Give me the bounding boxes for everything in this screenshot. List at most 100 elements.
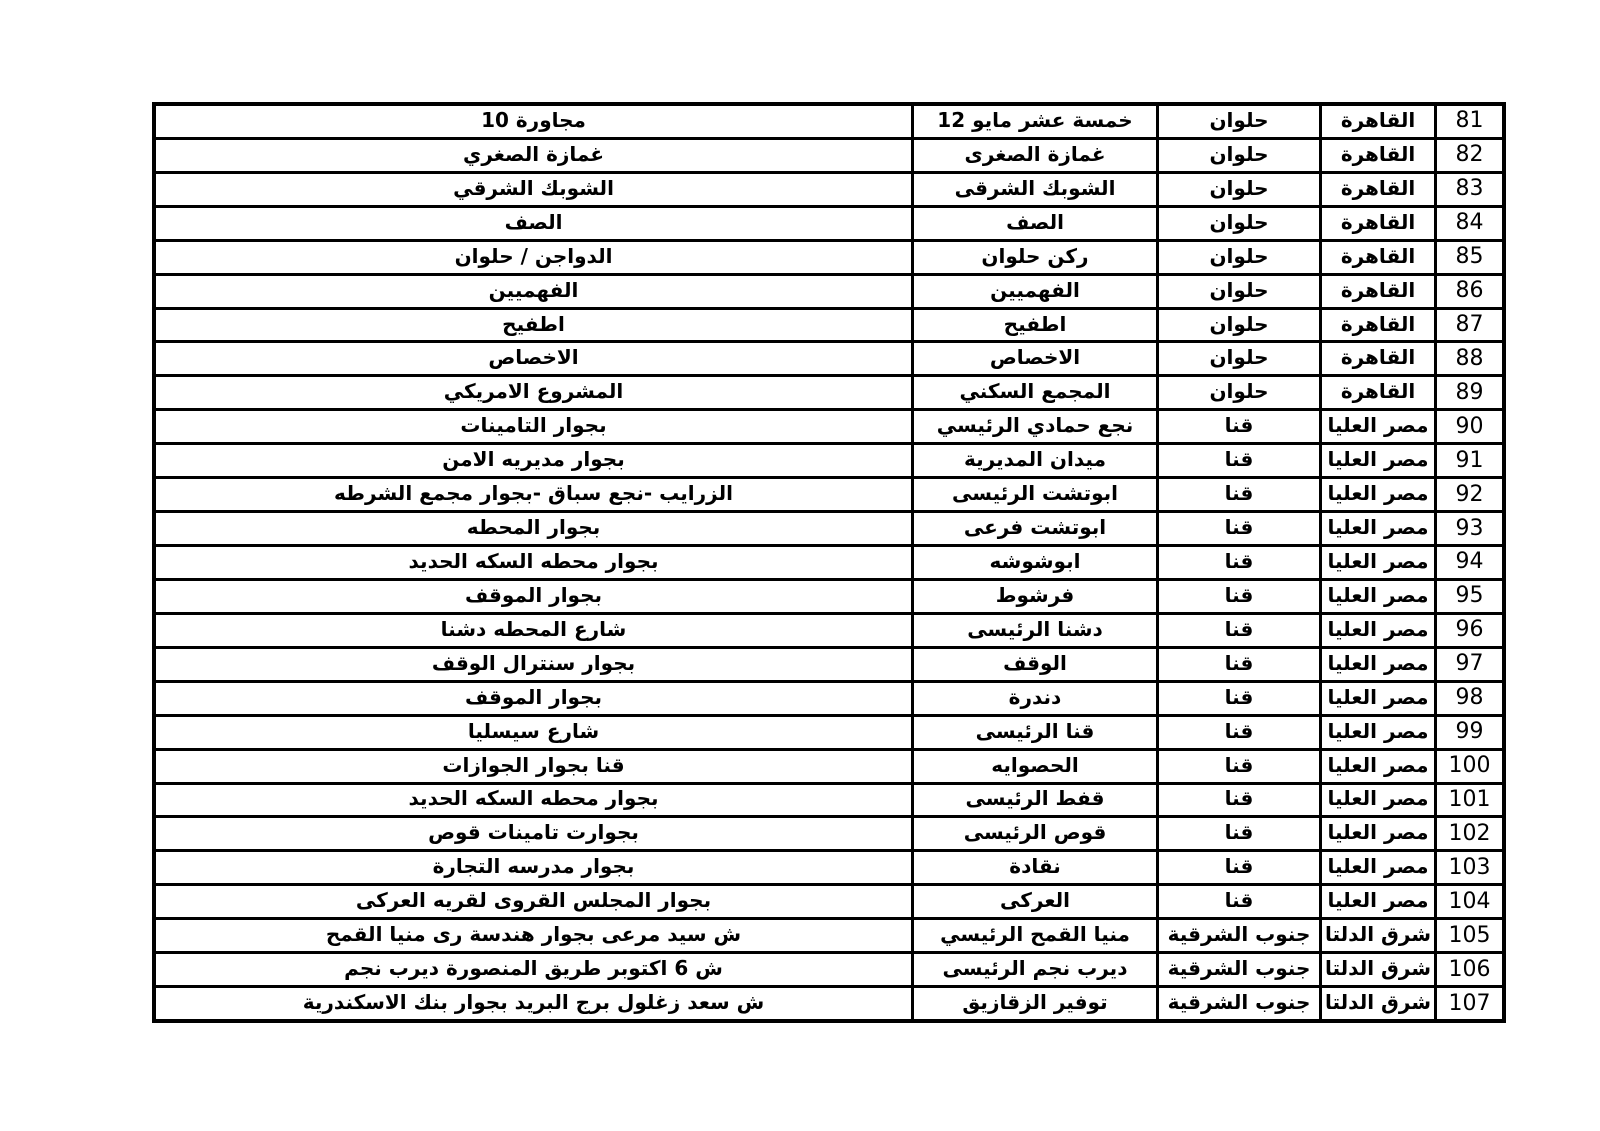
row-number-cell: 106 bbox=[1437, 954, 1502, 986]
address-cell: بجوار سنترال الوقف bbox=[156, 648, 911, 680]
row-number-cell: 88 bbox=[1437, 343, 1502, 375]
branch-name-cell: الفهميين bbox=[914, 275, 1156, 307]
zone-cell: حلوان bbox=[1159, 173, 1319, 205]
row-number-cell: 96 bbox=[1437, 614, 1502, 646]
row-number-cell: 85 bbox=[1437, 241, 1502, 273]
region-cell: مصر العليا bbox=[1322, 445, 1434, 477]
branch-name-cell: ابوشوشه bbox=[914, 547, 1156, 578]
zone-cell: حلوان bbox=[1159, 207, 1319, 239]
zone-cell: قنا bbox=[1159, 648, 1319, 680]
region-cell: مصر العليا bbox=[1322, 513, 1434, 545]
branch-name-cell: العركى bbox=[914, 886, 1156, 918]
row-number-cell: 91 bbox=[1437, 445, 1502, 477]
address-cell: الصف bbox=[156, 207, 911, 239]
row-number-cell: 102 bbox=[1437, 818, 1502, 850]
region-cell: مصر العليا bbox=[1322, 547, 1434, 578]
region-cell: مصر العليا bbox=[1322, 479, 1434, 511]
region-cell: مصر العليا bbox=[1322, 852, 1434, 884]
row-number-cell: 93 bbox=[1437, 513, 1502, 545]
address-cell: ش سعد زغلول برج البريد بجوار بنك الاسكند… bbox=[156, 988, 911, 1019]
zone-cell: قنا bbox=[1159, 682, 1319, 714]
branch-name-cell: المجمع السكني bbox=[914, 377, 1156, 409]
zone-cell: جنوب الشرقية bbox=[1159, 988, 1319, 1019]
region-cell: القاهرة bbox=[1322, 173, 1434, 205]
row-number-cell: 97 bbox=[1437, 648, 1502, 680]
branch-name-cell: قفط الرئيسى bbox=[914, 784, 1156, 816]
region-cell: مصر العليا bbox=[1322, 818, 1434, 850]
region-cell: القاهرة bbox=[1322, 241, 1434, 273]
branch-name-cell: الشوبك الشرقى bbox=[914, 173, 1156, 205]
row-number-cell: 81 bbox=[1437, 106, 1502, 137]
address-cell: الزرايب -نجع سباق -بجوار مجمع الشرطه bbox=[156, 479, 911, 511]
zone-cell: قنا bbox=[1159, 818, 1319, 850]
address-cell: الفهميين bbox=[156, 275, 911, 307]
branch-name-cell: دشنا الرئيسى bbox=[914, 614, 1156, 646]
row-number-cell: 101 bbox=[1437, 784, 1502, 816]
address-cell: مجاورة 10 bbox=[156, 106, 911, 137]
zone-cell: قنا bbox=[1159, 547, 1319, 578]
row-number-cell: 92 bbox=[1437, 479, 1502, 511]
row-number-cell: 99 bbox=[1437, 716, 1502, 748]
branch-name-cell: قوص الرئيسى bbox=[914, 818, 1156, 850]
row-number-cell: 95 bbox=[1437, 580, 1502, 612]
zone-cell: قنا bbox=[1159, 513, 1319, 545]
branch-name-cell: الوقف bbox=[914, 648, 1156, 680]
region-cell: القاهرة bbox=[1322, 309, 1434, 341]
branch-name-cell: ديرب نجم الرئيسى bbox=[914, 954, 1156, 986]
address-cell: بجوار محطه السكه الحديد bbox=[156, 784, 911, 816]
address-cell: اطفيح bbox=[156, 309, 911, 341]
branch-name-cell: خمسة عشر مايو 12 bbox=[914, 106, 1156, 137]
branch-name-cell: الصف bbox=[914, 207, 1156, 239]
zone-cell: قنا bbox=[1159, 852, 1319, 884]
zone-cell: قنا bbox=[1159, 614, 1319, 646]
zone-cell: قنا bbox=[1159, 580, 1319, 612]
branch-name-cell: نقادة bbox=[914, 852, 1156, 884]
row-number-cell: 100 bbox=[1437, 750, 1502, 782]
region-cell: مصر العليا bbox=[1322, 750, 1434, 782]
region-cell: مصر العليا bbox=[1322, 411, 1434, 443]
branch-name-cell: ميدان المديرية bbox=[914, 445, 1156, 477]
address-cell: ش 6 اكتوبر طريق المنصورة ديرب نجم bbox=[156, 954, 911, 986]
address-cell: بجوار المجلس القروى لقريه العركى bbox=[156, 886, 911, 918]
region-cell: القاهرة bbox=[1322, 377, 1434, 409]
address-cell: بجوار مديريه الامن bbox=[156, 445, 911, 477]
row-number-cell: 83 bbox=[1437, 173, 1502, 205]
branch-name-cell: ركن حلوان bbox=[914, 241, 1156, 273]
address-cell: المشروع الامريكي bbox=[156, 377, 911, 409]
region-cell: مصر العليا bbox=[1322, 580, 1434, 612]
row-number-cell: 94 bbox=[1437, 547, 1502, 578]
branch-name-cell: توفير الزقازيق bbox=[914, 988, 1156, 1019]
row-number-cell: 103 bbox=[1437, 852, 1502, 884]
address-cell: بجوار الموقف bbox=[156, 580, 911, 612]
branch-name-cell: قنا الرئيسى bbox=[914, 716, 1156, 748]
region-cell: شرق الدلتا bbox=[1322, 920, 1434, 952]
zone-cell: حلوان bbox=[1159, 343, 1319, 375]
zone-cell: قنا bbox=[1159, 445, 1319, 477]
branch-name-cell: ابوتشت فرعى bbox=[914, 513, 1156, 545]
region-cell: شرق الدلتا bbox=[1322, 954, 1434, 986]
branch-name-cell: منيا القمح الرئيسي bbox=[914, 920, 1156, 952]
region-cell: مصر العليا bbox=[1322, 784, 1434, 816]
branch-name-cell: اطفيح bbox=[914, 309, 1156, 341]
address-cell: ش سيد مرعى بجوار هندسة رى منيا القمح bbox=[156, 920, 911, 952]
region-cell: شرق الدلتا bbox=[1322, 988, 1434, 1019]
row-number-cell: 82 bbox=[1437, 139, 1502, 171]
zone-cell: حلوان bbox=[1159, 377, 1319, 409]
zone-cell: قنا bbox=[1159, 886, 1319, 918]
branch-name-cell: الحصوايه bbox=[914, 750, 1156, 782]
branch-name-cell: فرشوط bbox=[914, 580, 1156, 612]
region-cell: القاهرة bbox=[1322, 139, 1434, 171]
address-cell: بجوار مدرسه التجارة bbox=[156, 852, 911, 884]
row-number-cell: 86 bbox=[1437, 275, 1502, 307]
zone-cell: حلوان bbox=[1159, 309, 1319, 341]
branch-name-cell: دندرة bbox=[914, 682, 1156, 714]
zone-cell: قنا bbox=[1159, 750, 1319, 782]
zone-cell: حلوان bbox=[1159, 241, 1319, 273]
branch-name-cell: نجع حمادي الرئيسي bbox=[914, 411, 1156, 443]
row-number-cell: 98 bbox=[1437, 682, 1502, 714]
address-cell: بجوار المحطه bbox=[156, 513, 911, 545]
region-cell: مصر العليا bbox=[1322, 614, 1434, 646]
zone-cell: حلوان bbox=[1159, 106, 1319, 137]
row-number-cell: 90 bbox=[1437, 411, 1502, 443]
region-cell: القاهرة bbox=[1322, 207, 1434, 239]
